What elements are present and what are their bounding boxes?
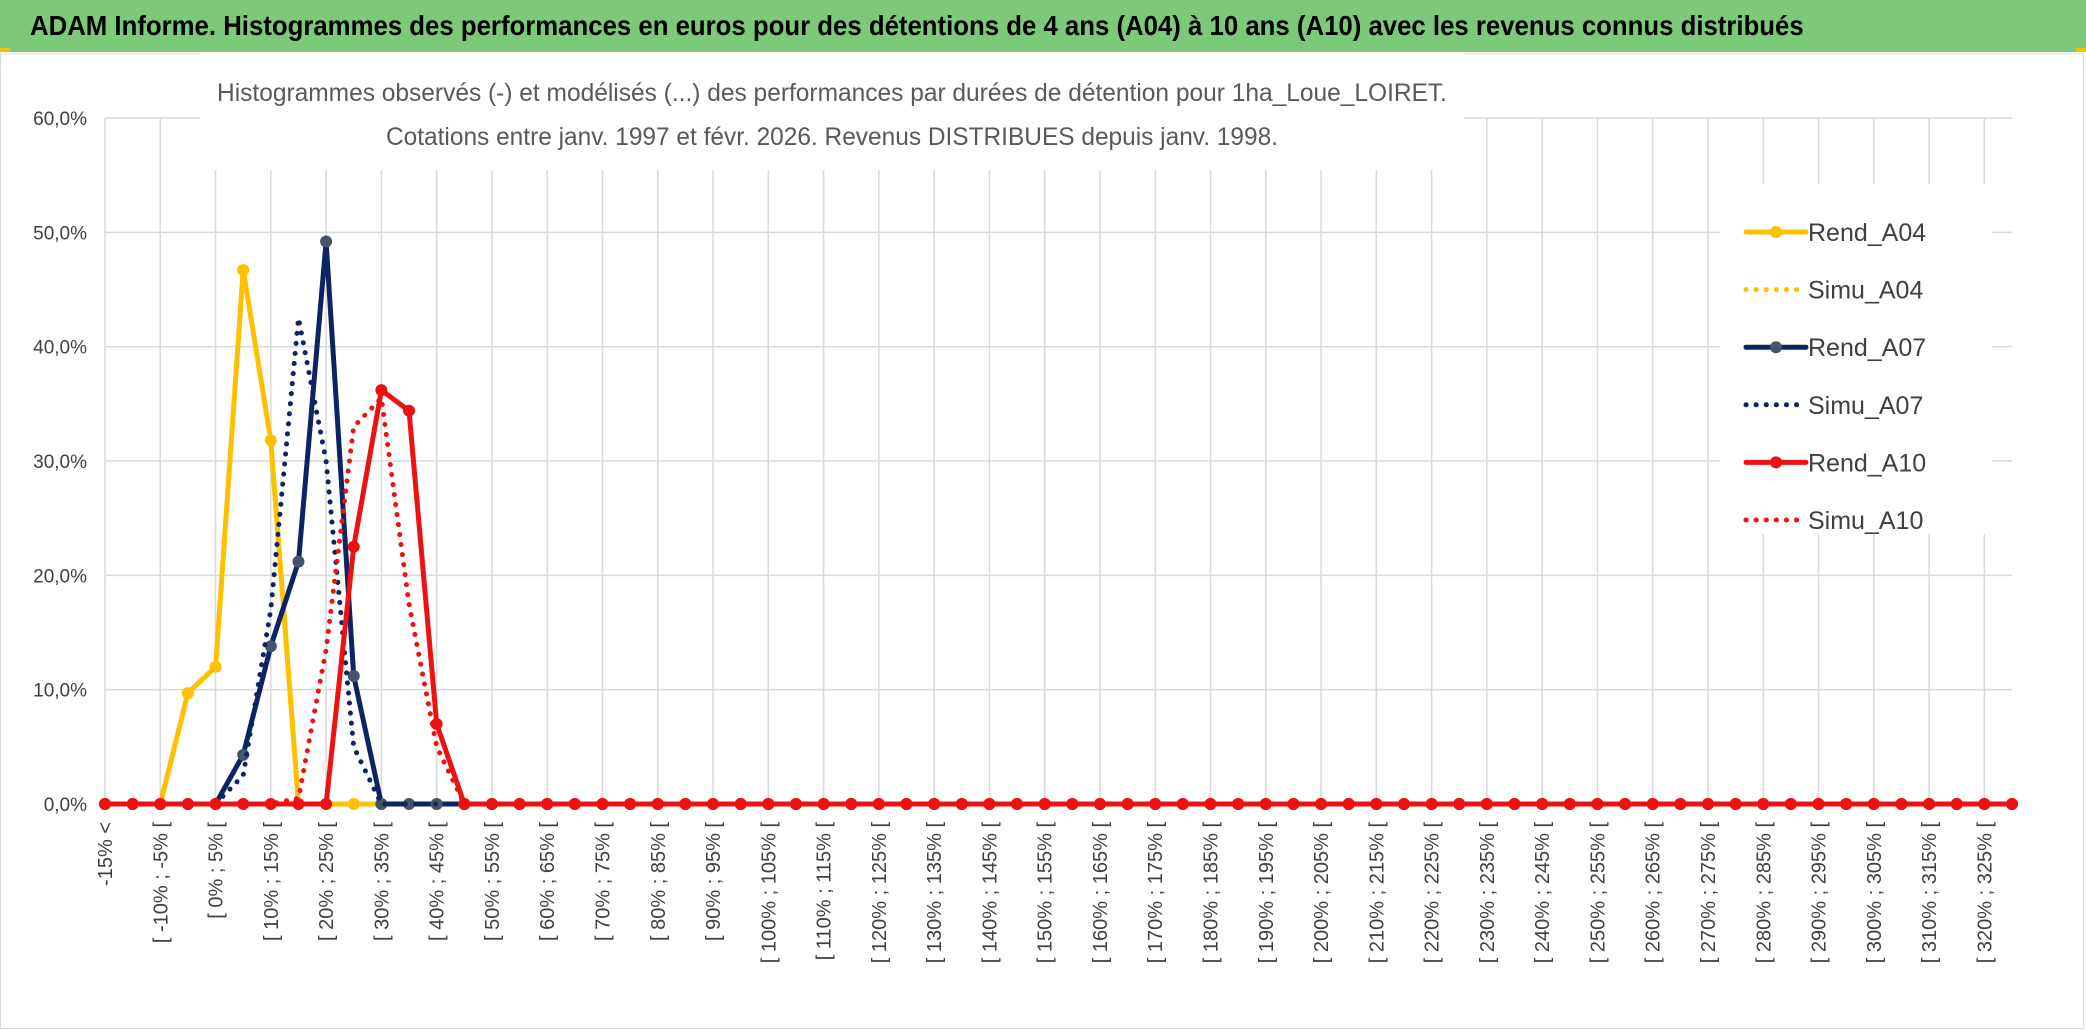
data-point-rend_a10	[2006, 798, 2018, 810]
x-tick-label: [ 270% ; 275% [	[1698, 822, 1720, 964]
x-tick-label: [ 30% ; 35% [	[371, 822, 393, 941]
data-point-rend_a10	[403, 404, 416, 417]
x-tick-label: [ 300% ; 305% [	[1864, 822, 1886, 964]
x-tick-label: [ 200% ; 205% [	[1311, 822, 1333, 964]
y-tick-label: 40,0%	[33, 338, 87, 359]
x-tick-label: [ 220% ; 225% [	[1422, 822, 1444, 964]
x-tick-label: [ 320% ; 325% [	[1974, 822, 1996, 964]
x-tick-label: [ 100% ; 105% [	[758, 822, 780, 964]
corner-accent-left	[0, 48, 10, 52]
x-tick-label: [ 160% ; 165% [	[1090, 822, 1112, 964]
data-point-rend_a07	[264, 640, 277, 653]
legend-marker-rend_a04	[1770, 226, 1782, 238]
x-tick-label: [ 130% ; 135% [	[924, 822, 946, 964]
y-tick-label: 30,0%	[33, 452, 87, 473]
x-tick-label: [ 10% ; 15% [	[261, 822, 283, 941]
y-tick-label: 20,0%	[33, 566, 87, 587]
legend-label-simu_a04: Simu_A04	[1808, 277, 1923, 305]
legend-label-simu_a07: Simu_A07	[1808, 392, 1923, 420]
report-title: ADAM Informe. Histogrammes des performan…	[30, 10, 1804, 41]
data-point-rend_a10	[347, 540, 360, 553]
x-tick-label: [ 50% ; 55% [	[482, 822, 504, 941]
x-tick-label: -15% <	[95, 822, 117, 886]
data-point-rend_a10	[375, 384, 388, 397]
x-tick-label: [ 170% ; 175% [	[1145, 822, 1167, 964]
series-line-simu_a07	[102, 315, 2015, 807]
x-tick-label: [ 150% ; 155% [	[1035, 822, 1057, 964]
performance-histogram-chart: 0,0% 10,0% 20,0% 30,0% 40,0% 50,0% 60,0% -15% <…	[33, 52, 2018, 964]
x-tick-label: [ 190% ; 195% [	[1256, 822, 1278, 964]
x-tick-label: [ 70% ; 75% [	[592, 822, 614, 941]
x-tick-label: [ 210% ; 215% [	[1366, 822, 1388, 964]
x-tick-label: [ 180% ; 185% [	[1201, 822, 1223, 964]
legend-label-rend_a10: Rend_A10	[1808, 449, 1926, 477]
x-tick-label: [ 280% ; 285% [	[1753, 822, 1775, 964]
x-tick-label: [ 60% ; 65% [	[537, 822, 559, 941]
report-banner: ADAM Informe. Histogrammes des performan…	[0, 0, 2086, 52]
y-tick-label: 0,0%	[44, 795, 87, 816]
legend-label-rend_a07: Rend_A07	[1808, 334, 1926, 362]
x-tick-label: [ 0% ; 5% [	[206, 822, 228, 919]
x-tick-label: [ 240% ; 245% [	[1532, 822, 1554, 964]
x-tick-label: [ -10% ; -5% [	[150, 822, 172, 944]
x-tick-label: [ 20% ; 25% [	[316, 822, 338, 941]
data-point-rend_a10	[320, 798, 333, 810]
data-point-rend_a07	[320, 235, 333, 248]
x-tick-label: [ 40% ; 45% [	[427, 822, 449, 941]
y-tick-label: 50,0%	[33, 223, 87, 244]
x-tick-label: [ 230% ; 235% [	[1477, 822, 1499, 964]
chart-title-line1: Histogrammes observés (-) et modélisés (…	[217, 79, 1447, 107]
y-tick-label: 60,0%	[33, 109, 87, 130]
data-point-rend_a07	[347, 669, 360, 682]
x-tick-label: [ 80% ; 85% [	[648, 822, 670, 941]
x-tick-label: [ 110% ; 115% [	[814, 822, 836, 961]
x-tick-label: [ 90% ; 95% [	[703, 822, 725, 941]
x-tick-label: [ 140% ; 145% [	[979, 822, 1001, 964]
y-tick-label: 10,0%	[33, 681, 87, 702]
x-tick-label: [ 250% ; 255% [	[1587, 822, 1609, 964]
legend-box	[1720, 184, 1992, 534]
legend-label-rend_a04: Rend_A04	[1808, 219, 1926, 247]
x-tick-label: [ 120% ; 125% [	[869, 822, 891, 964]
legend-marker-rend_a10	[1770, 456, 1782, 469]
series-line-rend_a10	[102, 387, 2015, 807]
legend-marker-rend_a07	[1770, 341, 1782, 354]
x-tick-label: [ 290% ; 295% [	[1809, 822, 1831, 964]
chart-title-line2: Cotations entre janv. 1997 et févr. 2026…	[386, 123, 1278, 151]
x-tick-label: [ 260% ; 265% [	[1643, 822, 1665, 964]
series-line-simu_a10	[102, 395, 2015, 807]
legend-label-simu_a10: Simu_A10	[1808, 507, 1923, 535]
x-tick-label: [ 310% ; 315% [	[1919, 822, 1941, 964]
chart-title-box	[200, 52, 1464, 170]
data-point-rend_a07	[292, 555, 305, 568]
corner-accent-right	[2076, 48, 2086, 52]
